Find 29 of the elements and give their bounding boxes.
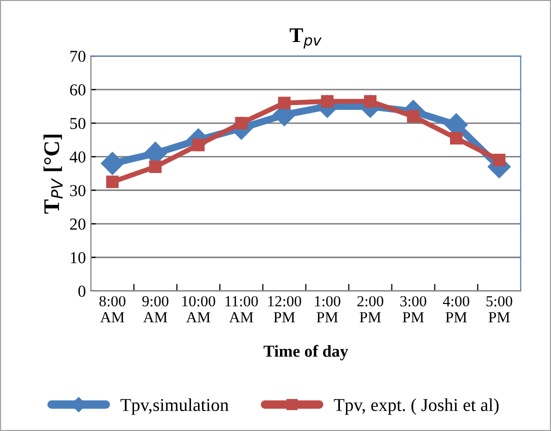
y-tick-label: 10 xyxy=(70,252,86,264)
legend-label: Tpv, expt. ( Joshi et al) xyxy=(334,398,499,415)
x-tick-label: 5:00 PM xyxy=(486,296,512,322)
point xyxy=(278,96,291,110)
y-tick-label: 0 xyxy=(78,286,86,297)
y-tick-label: 50 xyxy=(70,118,86,130)
point xyxy=(450,132,462,144)
legend-label: Tpv,simulation xyxy=(120,398,229,415)
point xyxy=(100,152,124,175)
x-tick-label: 8:00 AM xyxy=(99,296,126,322)
x-tick-label: 4:00 PM xyxy=(442,296,470,322)
point xyxy=(492,154,506,166)
x-tick-label: 12:00 PM xyxy=(268,296,302,322)
x-tick-label: 2:00 PM xyxy=(357,296,384,322)
point xyxy=(106,176,119,188)
x-tick-label: 10:00 AM xyxy=(182,296,216,322)
x-axis-title: Time of day xyxy=(264,344,348,360)
y-axis-title: T$_{PV}$ [°C] xyxy=(44,134,63,214)
y-tick-label: 20 xyxy=(70,218,86,230)
x-tick-label: 11:00 AM xyxy=(226,296,258,322)
x-tick-label: 1:00 PM xyxy=(315,296,340,322)
y-tick-label: 30 xyxy=(70,184,86,196)
y-tick-label: 40 xyxy=(70,151,86,163)
x-tick-label: 9:00 AM xyxy=(142,296,168,322)
point xyxy=(149,160,162,174)
x-tick-label: 3:00 PM xyxy=(400,296,426,322)
y-tick-label: 70 xyxy=(70,50,86,62)
chart-title: T$_{pv}$ xyxy=(290,28,322,48)
y-tick-label: 60 xyxy=(70,84,86,96)
